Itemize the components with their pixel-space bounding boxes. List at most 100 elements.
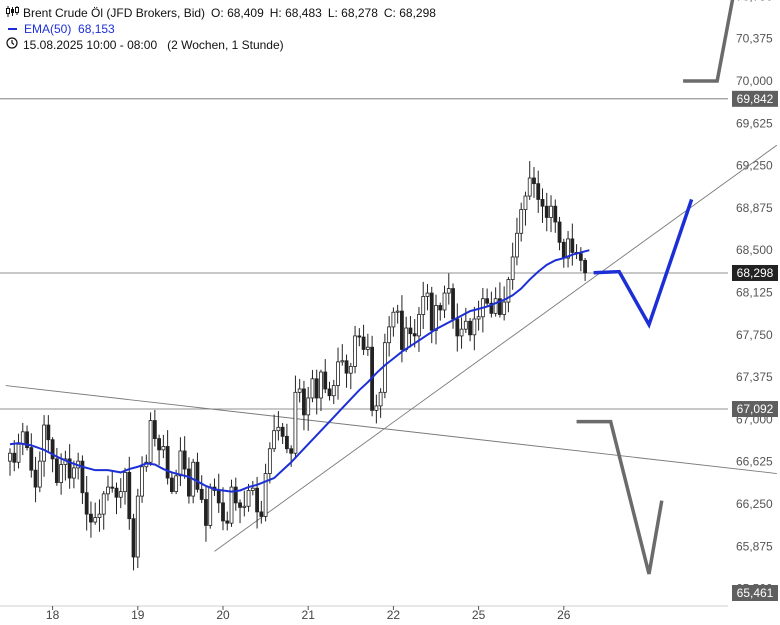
candle-body — [314, 378, 319, 399]
candle-body — [485, 298, 490, 304]
candle-body — [263, 473, 268, 517]
candle-body — [497, 298, 502, 315]
candle-body — [519, 209, 524, 234]
candle-body — [93, 517, 98, 523]
candle-body — [340, 360, 345, 363]
candle-body — [536, 183, 541, 200]
candle-body — [451, 288, 455, 320]
candle-body — [54, 458, 59, 483]
ema-value: 68,153 — [78, 22, 115, 36]
candle-body — [417, 314, 421, 337]
candle-body — [561, 241, 566, 259]
candle-body — [276, 426, 281, 432]
open-value: 68,409 — [227, 6, 264, 20]
candle-body — [80, 460, 85, 494]
candle-body — [468, 320, 472, 336]
candle-body — [459, 328, 464, 337]
legend-ema-row: EMA(50) 68,153 — [6, 21, 436, 37]
candle-body — [165, 446, 170, 479]
candle-body — [455, 318, 460, 337]
x-tick-label: 20 — [216, 608, 230, 622]
candle-body — [540, 199, 545, 207]
candle-body — [242, 505, 247, 508]
candle-body — [250, 487, 255, 491]
candle-body — [476, 316, 481, 320]
candle-body — [438, 305, 443, 311]
candle-body — [570, 238, 575, 253]
candle-body — [489, 302, 494, 314]
price-marker-label: 68,298 — [737, 266, 774, 280]
candle-body — [216, 490, 221, 504]
low-value: 68,278 — [341, 6, 378, 20]
candle-body — [195, 461, 200, 490]
y-tick-label: 66,625 — [736, 455, 773, 469]
candle-body — [527, 177, 532, 197]
candle-body — [72, 467, 76, 479]
y-tick-label: 69,250 — [736, 159, 773, 173]
clock-icon — [6, 37, 19, 53]
candle-body — [208, 486, 213, 526]
candle-body — [412, 333, 417, 337]
candle-body — [336, 361, 340, 386]
candle-body — [506, 279, 511, 303]
candle-body — [199, 488, 204, 500]
candle-body — [289, 448, 294, 454]
candle-body — [148, 420, 153, 463]
candle-body — [204, 499, 208, 526]
candle-body — [374, 405, 379, 411]
candle-body — [187, 468, 191, 497]
candle-body — [174, 475, 179, 492]
candle-body — [106, 486, 110, 495]
x-tick-label: 19 — [131, 608, 145, 622]
candle-body — [365, 346, 370, 350]
candle-body — [169, 477, 174, 492]
candle-body — [404, 327, 409, 350]
y-tick-label: 68,125 — [736, 286, 773, 300]
legend-ohlc-row: Brent Crude Öl (JFD Brokers, Bid) O: 68,… — [6, 5, 436, 21]
candle-body — [463, 320, 468, 330]
instrument-name: Brent Crude Öl (JFD Brokers, Bid) — [23, 6, 206, 20]
ema-label: EMA(50) — [24, 22, 72, 36]
candle-body — [152, 420, 157, 439]
candle-body — [89, 513, 93, 523]
candle-body — [348, 365, 353, 374]
candle-body — [20, 431, 25, 445]
trendline-support — [214, 144, 778, 552]
candle-body — [434, 305, 438, 331]
candle-body — [37, 460, 42, 488]
candle-body — [357, 335, 362, 338]
x-tick-label: 22 — [387, 608, 401, 622]
candle-body — [16, 443, 21, 463]
price-marker-label: 65,461 — [737, 586, 774, 600]
candle-body — [25, 431, 29, 449]
candle-body — [246, 490, 251, 507]
candle-body — [472, 318, 477, 336]
y-tick-label: 65,875 — [736, 539, 773, 553]
price-marker — [732, 401, 778, 418]
candle-body — [395, 310, 400, 313]
candle-body — [429, 292, 434, 331]
ema-line — [9, 249, 590, 493]
close-value: 68,298 — [399, 6, 436, 20]
candle-body — [46, 424, 51, 441]
candle-body — [446, 288, 451, 294]
candle-body — [502, 301, 507, 315]
candle-body — [272, 430, 277, 450]
candle-body — [310, 378, 315, 399]
candle-body — [284, 435, 289, 450]
candle-body — [140, 466, 144, 497]
candle-body — [408, 327, 413, 335]
candle-body — [421, 296, 426, 315]
candlestick-icon — [6, 5, 19, 21]
candle-body — [280, 426, 285, 437]
candle-body — [255, 487, 259, 513]
candle-body — [510, 256, 515, 280]
candle-body — [233, 486, 238, 504]
high-value: 68,483 — [285, 6, 322, 20]
candle-body — [544, 205, 549, 218]
candle-body — [67, 458, 72, 479]
candle-body — [378, 391, 383, 407]
candle-body — [97, 513, 102, 518]
candle-body — [302, 388, 306, 416]
